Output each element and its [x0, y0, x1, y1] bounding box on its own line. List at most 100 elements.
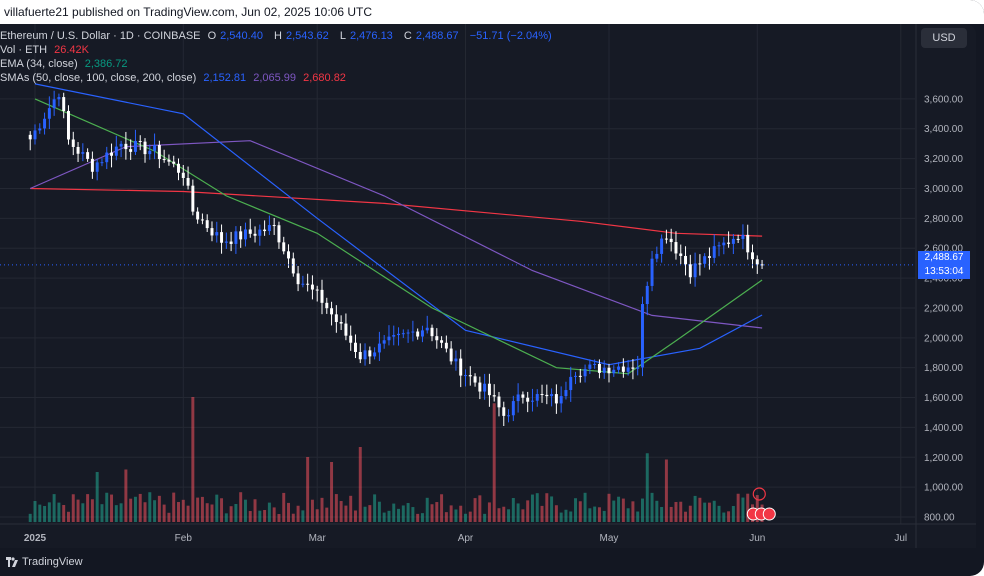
candle[interactable]: [124, 143, 128, 150]
candle[interactable]: [234, 231, 238, 244]
price-chart[interactable]: 800.00 1,000.00 1,200.00 1,400.00 1,600.00 1,…: [0, 24, 976, 548]
candle[interactable]: [492, 395, 496, 397]
news-flag-icon[interactable]: [762, 507, 776, 521]
candle[interactable]: [306, 283, 310, 285]
candle[interactable]: [483, 383, 487, 392]
candle[interactable]: [454, 358, 458, 362]
candle[interactable]: [564, 390, 568, 397]
candle[interactable]: [760, 264, 764, 266]
candle[interactable]: [688, 264, 692, 278]
candle[interactable]: [444, 342, 448, 349]
candle[interactable]: [621, 366, 625, 372]
candle[interactable]: [172, 161, 176, 164]
candle[interactable]: [191, 185, 195, 212]
candle[interactable]: [751, 252, 754, 260]
candle[interactable]: [425, 327, 429, 331]
candle[interactable]: [574, 375, 577, 377]
candle[interactable]: [153, 145, 157, 151]
candle[interactable]: [468, 375, 472, 377]
candle[interactable]: [569, 376, 573, 391]
candle[interactable]: [674, 242, 678, 254]
candle[interactable]: [550, 394, 554, 397]
candle[interactable]: [181, 172, 185, 178]
candle[interactable]: [310, 284, 314, 290]
candle[interactable]: [588, 364, 592, 369]
candle[interactable]: [353, 342, 357, 352]
candle[interactable]: [86, 152, 90, 159]
candle[interactable]: [449, 348, 453, 362]
candle[interactable]: [205, 220, 209, 229]
candle[interactable]: [224, 241, 228, 243]
candle[interactable]: [502, 407, 506, 416]
candle[interactable]: [746, 234, 750, 253]
candle[interactable]: [397, 333, 401, 336]
sma50-line[interactable]: [34, 83, 763, 366]
candle[interactable]: [583, 368, 587, 377]
candle[interactable]: [382, 340, 386, 344]
symbol-title[interactable]: Ethereum / U.S. Dollar · 1D · COINBASE: [0, 30, 201, 42]
candle[interactable]: [459, 358, 463, 376]
candle[interactable]: [133, 140, 137, 152]
candle[interactable]: [516, 394, 520, 402]
candle[interactable]: [296, 273, 300, 285]
candle[interactable]: [28, 134, 32, 140]
candle[interactable]: [167, 159, 171, 162]
candle[interactable]: [526, 397, 530, 402]
candle[interactable]: [722, 242, 726, 246]
candle[interactable]: [320, 289, 324, 303]
candle[interactable]: [43, 118, 47, 129]
candle[interactable]: [511, 401, 515, 416]
candle[interactable]: [215, 232, 219, 236]
candle[interactable]: [81, 152, 85, 154]
candle[interactable]: [71, 139, 75, 147]
candle[interactable]: [693, 263, 697, 278]
sma200-line[interactable]: [30, 187, 763, 237]
candle[interactable]: [339, 322, 343, 324]
candle[interactable]: [272, 225, 276, 227]
legend-ema-row[interactable]: EMA (34, close) 2,386.72: [0, 58, 132, 70]
candle[interactable]: [57, 97, 61, 100]
candle[interactable]: [38, 128, 42, 131]
candle[interactable]: [478, 382, 482, 392]
candle[interactable]: [420, 330, 424, 337]
candle[interactable]: [229, 241, 233, 244]
candle[interactable]: [554, 394, 558, 404]
candle[interactable]: [62, 97, 66, 111]
candle[interactable]: [755, 259, 759, 265]
candle[interactable]: [373, 352, 377, 357]
candle[interactable]: [741, 234, 745, 239]
candle[interactable]: [612, 369, 616, 374]
candle[interactable]: [411, 331, 415, 333]
candle[interactable]: [487, 383, 491, 396]
candle[interactable]: [617, 366, 621, 370]
candle[interactable]: [143, 141, 147, 155]
candle[interactable]: [626, 367, 630, 372]
candle[interactable]: [473, 376, 477, 383]
candle[interactable]: [239, 231, 243, 240]
currency-button[interactable]: USD: [921, 28, 967, 48]
candle[interactable]: [282, 242, 286, 252]
candle[interactable]: [392, 335, 396, 337]
candle[interactable]: [114, 146, 118, 156]
candle[interactable]: [162, 159, 166, 161]
candle[interactable]: [315, 289, 319, 291]
candle[interactable]: [76, 146, 80, 154]
candle[interactable]: [301, 283, 305, 285]
candle[interactable]: [100, 162, 104, 164]
candle[interactable]: [344, 323, 348, 336]
candle[interactable]: [401, 333, 405, 335]
candle[interactable]: [707, 256, 711, 258]
candle[interactable]: [200, 219, 204, 221]
candle[interactable]: [349, 335, 353, 343]
candle[interactable]: [157, 145, 161, 160]
candle[interactable]: [736, 238, 740, 240]
candle[interactable]: [684, 255, 688, 265]
candle[interactable]: [177, 163, 180, 173]
candle[interactable]: [253, 233, 257, 236]
candle[interactable]: [602, 367, 606, 373]
candle[interactable]: [334, 314, 338, 323]
candle[interactable]: [636, 367, 640, 369]
candle[interactable]: [358, 351, 362, 360]
legend-volume-row[interactable]: Vol · ETH 26.42K: [0, 44, 93, 56]
candle[interactable]: [110, 152, 114, 156]
